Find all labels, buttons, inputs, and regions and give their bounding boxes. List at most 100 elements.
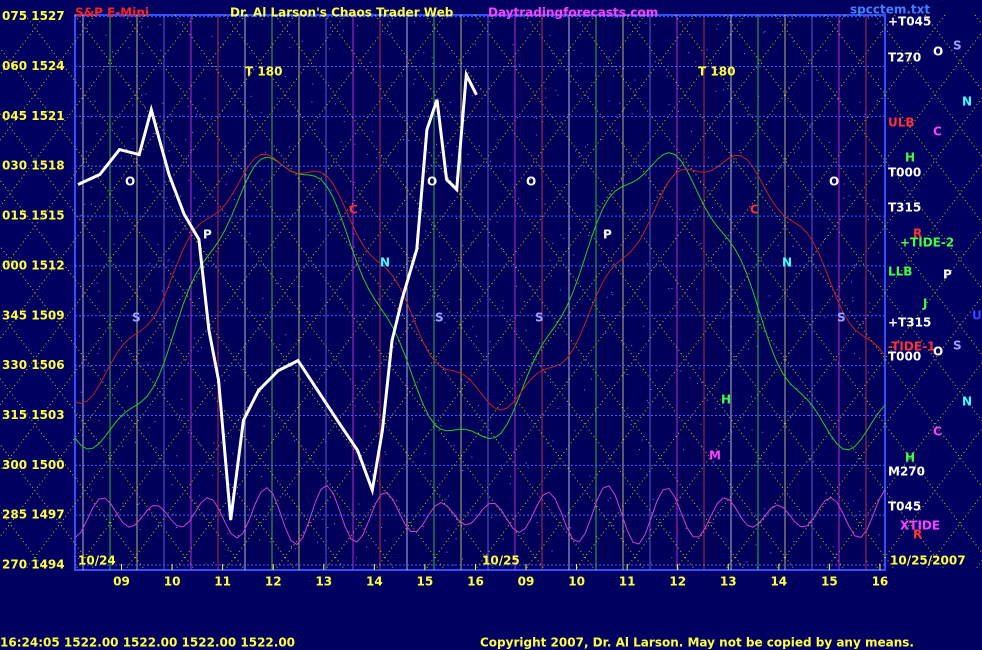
speckle xyxy=(627,407,629,409)
annotation: M270 xyxy=(888,465,925,479)
speckle xyxy=(727,217,729,219)
annotation: C xyxy=(349,203,358,217)
speckle xyxy=(604,332,606,334)
speckle xyxy=(222,109,223,111)
speckle xyxy=(475,43,477,45)
speckle xyxy=(575,150,577,152)
speckle xyxy=(80,391,82,393)
speckle xyxy=(579,152,581,154)
speckle xyxy=(849,119,851,121)
speckle xyxy=(620,179,622,181)
speckle xyxy=(800,161,802,163)
speckle xyxy=(639,449,641,451)
speckle xyxy=(553,16,555,18)
speckle xyxy=(319,229,321,231)
annotation: +TIDE-2 xyxy=(900,236,954,250)
speckle xyxy=(175,231,177,233)
speckle xyxy=(668,288,670,290)
speckle xyxy=(186,158,188,160)
annotation: O xyxy=(125,175,135,189)
diagonal xyxy=(974,559,982,571)
speckle xyxy=(560,234,562,236)
annotation: -TIDE-1 xyxy=(888,340,935,354)
speckle xyxy=(646,263,648,265)
speckle xyxy=(447,495,449,497)
speckle xyxy=(634,89,636,91)
speckle xyxy=(371,475,373,477)
speckle xyxy=(198,298,200,300)
annotation: H xyxy=(905,151,915,165)
speckle xyxy=(509,169,511,171)
speckle xyxy=(444,369,446,371)
speckle xyxy=(799,330,801,332)
annotation: O xyxy=(829,175,839,189)
speckle xyxy=(715,407,717,409)
diagonal xyxy=(974,14,982,26)
speckle xyxy=(121,415,123,417)
speckle xyxy=(193,337,195,339)
speckle xyxy=(185,139,187,141)
speckle xyxy=(617,16,619,18)
speckle xyxy=(873,199,875,201)
speckle xyxy=(233,199,235,201)
speckle xyxy=(545,97,547,99)
speckle xyxy=(552,243,554,245)
speckle xyxy=(340,298,342,300)
speckle xyxy=(587,144,589,146)
speckle xyxy=(425,230,427,232)
speckle xyxy=(824,238,826,240)
diagonal xyxy=(0,377,146,571)
speckle xyxy=(446,142,448,144)
speckle xyxy=(439,236,441,238)
annotation: T000 xyxy=(888,166,921,180)
speckle xyxy=(299,305,301,307)
speckle xyxy=(832,546,834,548)
speckle xyxy=(551,52,553,54)
speckle xyxy=(94,100,96,102)
speckle xyxy=(736,122,738,124)
diagonal xyxy=(0,14,346,472)
speckle xyxy=(195,107,197,109)
speckle xyxy=(144,207,146,209)
speckle xyxy=(525,329,527,331)
speckle xyxy=(700,243,702,245)
annotation: H xyxy=(721,393,731,407)
speckle xyxy=(573,254,575,256)
speckle xyxy=(549,34,551,36)
annotation: O xyxy=(933,45,943,59)
speckle xyxy=(145,93,147,95)
speckle xyxy=(444,499,446,501)
speckle xyxy=(287,25,289,27)
speckle xyxy=(590,378,592,380)
speckle xyxy=(542,121,544,123)
speckle xyxy=(706,399,708,401)
speckle xyxy=(563,237,565,239)
speckle xyxy=(859,510,861,512)
speckle xyxy=(333,523,335,525)
diagonal xyxy=(874,14,982,158)
speckle xyxy=(820,358,822,360)
y-tick-label: 075 1527 xyxy=(2,9,65,23)
speckle xyxy=(611,291,613,293)
speckle xyxy=(792,245,794,247)
speckle xyxy=(388,25,390,27)
speckle xyxy=(576,70,578,72)
speckle xyxy=(623,530,625,532)
speckle xyxy=(659,519,661,521)
speckle xyxy=(722,89,724,91)
speckle xyxy=(470,171,472,173)
speckle xyxy=(677,110,679,112)
speckle xyxy=(874,429,876,431)
speckle xyxy=(358,503,360,505)
speckle xyxy=(707,156,709,158)
speckle xyxy=(342,30,344,32)
speckle xyxy=(787,410,789,412)
speckle xyxy=(580,62,582,64)
speckle xyxy=(671,288,673,290)
speckle xyxy=(546,466,548,468)
speckle xyxy=(314,129,316,131)
annotation: P xyxy=(943,268,952,282)
speckle xyxy=(809,415,811,417)
speckle xyxy=(846,337,848,339)
speckle xyxy=(857,458,859,460)
